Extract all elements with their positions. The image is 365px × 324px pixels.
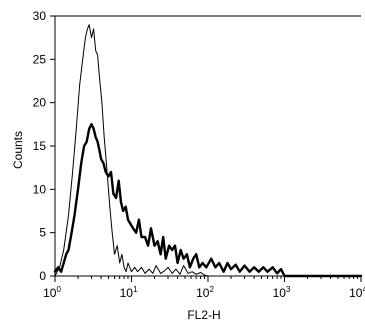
y-tick-label: 30 [33,9,47,23]
histogram-line-thick [53,123,363,278]
y-tick-label: 5 [39,226,46,240]
x-tick-label: 100 [43,285,61,300]
y-tick-label: 15 [33,139,47,153]
x-tick-label: 103 [273,285,291,300]
tick-labels: 0 5 10 15 20 25 30 100 101 102 103 104 [33,9,365,300]
x-tick-label: 104 [349,285,365,300]
y-tick-label: 10 [33,182,47,196]
y-axis-title: Counts [11,131,25,169]
y-tick-label: 0 [39,269,46,283]
x-tick-label: 101 [120,285,138,300]
x-tick-label: 102 [196,285,214,300]
axes [50,15,362,282]
y-tick-label: 25 [33,52,47,66]
histogram-line-thin [54,24,362,277]
x-axis-title: FL2-H [187,308,220,322]
series-group [53,24,363,278]
y-tick-label: 20 [33,96,47,110]
